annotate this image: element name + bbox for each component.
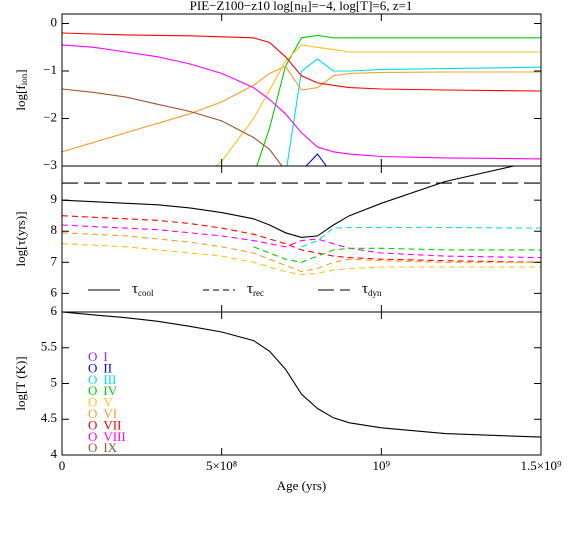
legend-label: τdyn	[362, 281, 382, 298]
ion-stage: VIII	[103, 429, 125, 444]
y-tick-label: 5	[51, 374, 58, 389]
x-tick-label: 0	[59, 458, 66, 473]
y-tick-label: 0	[51, 14, 58, 29]
series-line	[62, 312, 541, 438]
y-label-part: ion	[19, 73, 29, 85]
ion-legend: O IV	[88, 383, 118, 398]
title-subscript: H	[301, 4, 308, 14]
y-tick-label: −2	[43, 109, 57, 124]
legend-subscript: cool	[138, 288, 154, 298]
ion-stage: VII	[103, 417, 121, 432]
ion-stage: I	[103, 349, 107, 364]
figure-title: PIE−Z100−z10 log[nH]=−4, log[T]=6, z=1	[190, 0, 413, 14]
y-label-part: log[T (K)]	[13, 356, 28, 410]
series-line	[62, 65, 541, 153]
series-line	[62, 232, 541, 273]
y-tick-label: 7	[51, 253, 58, 268]
y-axis-label: log[T (K)]	[13, 356, 28, 410]
ion-stage: II	[103, 360, 112, 375]
legend-label: τcool	[132, 281, 154, 298]
ion-element: O	[88, 440, 97, 455]
legend-subscript: dyn	[368, 288, 382, 298]
ion-element: O	[88, 349, 97, 364]
x-tick-label: 10⁹	[373, 458, 391, 473]
legend-subscript: rec	[253, 288, 264, 298]
series-line	[62, 224, 541, 259]
panel-frame	[61, 311, 542, 456]
ion-stage: III	[103, 372, 116, 387]
y-tick-label: 9	[51, 191, 58, 206]
ion-legend: O VI	[88, 406, 117, 421]
y-tick-label: 6	[51, 284, 58, 299]
series-line	[62, 243, 541, 276]
series-line	[305, 153, 328, 166]
title-part: PIE−Z100−z10 log[n	[190, 0, 302, 13]
x-tick-label: 1.5×10⁹	[520, 458, 562, 473]
plot-area	[62, 32, 541, 166]
series-line	[253, 246, 541, 263]
ion-element: O	[88, 372, 97, 387]
y-tick-label: 6	[51, 303, 58, 318]
y-tick-label: 4.5	[41, 410, 57, 425]
y-axis-label: log[τ(yrs)]	[13, 211, 28, 266]
y-tick-label: −3	[43, 157, 57, 172]
x-axis-label: Age (yrs)	[277, 478, 326, 493]
ion-legend: O IX	[88, 440, 118, 455]
series-line	[286, 58, 541, 166]
series-line	[62, 166, 517, 238]
series-line	[62, 215, 541, 263]
ion-element: O	[88, 417, 97, 432]
legend-symbol: τ	[362, 281, 368, 297]
y-label-part: log[f	[13, 85, 28, 111]
y-tick-label: 5.5	[41, 339, 57, 354]
ion-legend: O II	[88, 360, 112, 375]
ion-stage: IX	[103, 440, 117, 455]
series-line	[215, 44, 541, 166]
ion-stage: V	[103, 395, 113, 410]
series-line	[301, 226, 541, 248]
ion-element: O	[88, 360, 97, 375]
ion-stage: VI	[103, 406, 117, 421]
ion-element: O	[88, 395, 97, 410]
plot-area	[62, 312, 541, 438]
ion-stage: IV	[103, 383, 117, 398]
y-axis-label: log[fion]	[13, 69, 29, 110]
series-line	[256, 34, 541, 166]
series-line	[62, 44, 541, 160]
y-tick-label: 8	[51, 222, 58, 237]
y-label-part: log[τ(yrs)]	[13, 211, 28, 266]
legend-symbol: τ	[132, 281, 138, 297]
ion-legend: O VII	[88, 417, 121, 432]
legend-label: τrec	[247, 281, 264, 298]
y-label-part: ]	[13, 69, 28, 73]
plot-area	[62, 166, 541, 276]
ion-legend: O III	[88, 372, 116, 387]
y-tick-label: 4	[51, 446, 58, 461]
series-line	[62, 32, 541, 92]
x-tick-label: 5×10⁸	[206, 458, 238, 473]
ion-legend: O VIII	[88, 429, 126, 444]
title-part: ]=−4, log[T]=6, z=1	[307, 0, 412, 13]
legend-symbol: τ	[247, 281, 253, 297]
ion-element: O	[88, 406, 97, 421]
series-line	[62, 88, 283, 166]
ion-element: O	[88, 383, 97, 398]
y-tick-label: −1	[43, 62, 57, 77]
ion-element: O	[88, 429, 97, 444]
